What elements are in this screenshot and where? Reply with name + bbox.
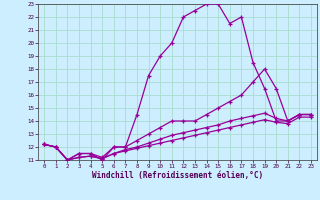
X-axis label: Windchill (Refroidissement éolien,°C): Windchill (Refroidissement éolien,°C) bbox=[92, 171, 263, 180]
